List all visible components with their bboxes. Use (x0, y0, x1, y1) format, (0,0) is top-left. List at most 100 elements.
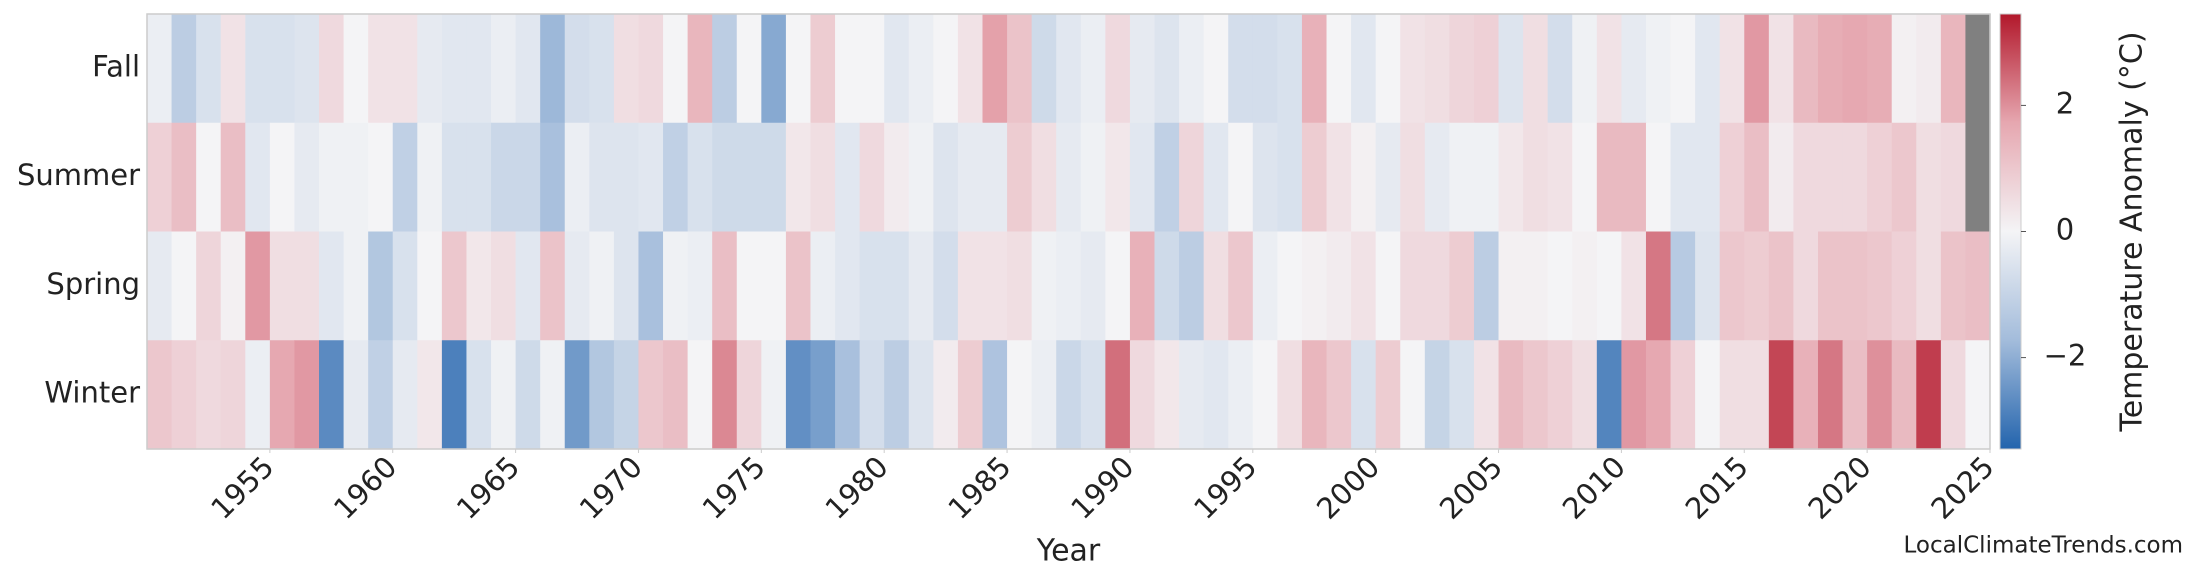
heat-cell (1645, 122, 1672, 233)
heat-cell (1228, 231, 1254, 341)
heat-cell (908, 122, 934, 233)
colorbar-label: Temperature Anomaly (°C) (2115, 31, 2150, 432)
heat-cell (1867, 231, 1893, 341)
heat-cell (245, 122, 271, 233)
heat-cell (1891, 340, 1917, 450)
heat-cell (957, 122, 984, 233)
heat-cell (1498, 340, 1524, 450)
heat-cell (1768, 340, 1795, 450)
heat-cell (417, 14, 443, 124)
heat-cell (1424, 122, 1450, 233)
heat-cell (294, 122, 320, 233)
heat-cell (589, 231, 615, 341)
heat-cell (269, 14, 296, 124)
heat-cell (613, 231, 640, 341)
heat-cell (171, 340, 197, 450)
heat-cell (663, 14, 689, 124)
heat-cell (933, 14, 959, 124)
heat-cell (1523, 14, 1549, 124)
heat-cell (515, 231, 541, 341)
heat-cell (1695, 231, 1721, 341)
heat-cell (1867, 122, 1893, 233)
heat-cell (687, 14, 713, 124)
heat-cell (540, 231, 566, 341)
heat-cell (343, 340, 369, 450)
heat-cell (687, 340, 713, 450)
heat-cell (1056, 231, 1082, 341)
heat-cell (540, 14, 566, 124)
heat-cell (515, 340, 541, 450)
heat-cell (491, 231, 517, 341)
heat-cell (1596, 231, 1622, 341)
heat-cell (1154, 14, 1180, 124)
heat-cell (908, 14, 934, 124)
heat-cell (687, 231, 713, 341)
heat-cell (712, 122, 738, 233)
heat-cell (884, 14, 910, 124)
heat-cell (1842, 340, 1868, 450)
heat-cell (1547, 122, 1573, 233)
heat-cell (1744, 340, 1770, 450)
heat-cell (196, 122, 222, 233)
x-tick-label: 2015 (1679, 450, 1755, 526)
heat-cell (147, 14, 173, 124)
heat-cell (368, 122, 394, 233)
heat-cell (687, 122, 713, 233)
missing-cell (1965, 122, 1991, 233)
heat-cell (1817, 14, 1844, 124)
heat-cell (1572, 14, 1598, 124)
heat-cell (736, 14, 762, 124)
heat-cell (269, 122, 296, 233)
heat-cell (1301, 231, 1328, 341)
heat-cell (785, 122, 812, 233)
heat-cell (1351, 122, 1377, 233)
heat-cell (1301, 340, 1328, 450)
x-tick-label: 2020 (1802, 450, 1878, 526)
heat-cell (147, 122, 173, 233)
heat-cell (1228, 340, 1254, 450)
heat-cell (785, 231, 812, 341)
heat-cell (171, 231, 197, 341)
heat-cell (1203, 122, 1229, 233)
heat-cell (1375, 340, 1401, 450)
heat-cell (1621, 122, 1647, 233)
heat-cell (908, 231, 934, 341)
heat-cell (736, 231, 762, 341)
heat-cell (589, 122, 615, 233)
heat-cell (466, 231, 492, 341)
plot-frame (146, 13, 1991, 450)
heat-cell (933, 122, 959, 233)
heat-cell (1449, 122, 1475, 233)
heat-cell (466, 14, 492, 124)
heat-cell (638, 122, 664, 233)
heat-cell (441, 14, 468, 124)
heat-cell (957, 14, 984, 124)
heat-cell (1056, 14, 1082, 124)
heat-cell (1596, 340, 1622, 450)
heat-cell (1719, 231, 1745, 341)
heat-cell (1498, 231, 1524, 341)
x-tick-label: 1980 (819, 450, 895, 526)
heat-cell (1793, 122, 1819, 233)
heat-cell (1400, 14, 1426, 124)
heat-cell (1547, 231, 1573, 341)
heat-cell (1056, 340, 1082, 450)
heat-cell (663, 340, 689, 450)
heat-cell (1252, 231, 1278, 341)
heat-cell (663, 122, 689, 233)
heat-cell (835, 231, 861, 341)
heat-cell (515, 14, 541, 124)
heat-cell (982, 14, 1008, 124)
heat-cell (1080, 122, 1106, 233)
heat-cell (1228, 14, 1254, 124)
heat-cell (761, 340, 787, 450)
heat-cell (1572, 231, 1598, 341)
heat-cell (1916, 14, 1942, 124)
heat-cell (1744, 14, 1770, 124)
heat-cell (196, 231, 222, 341)
row-label: Fall (92, 49, 140, 83)
heat-cell (613, 14, 640, 124)
heat-cell (343, 122, 369, 233)
x-tick-label: 1970 (573, 450, 649, 526)
